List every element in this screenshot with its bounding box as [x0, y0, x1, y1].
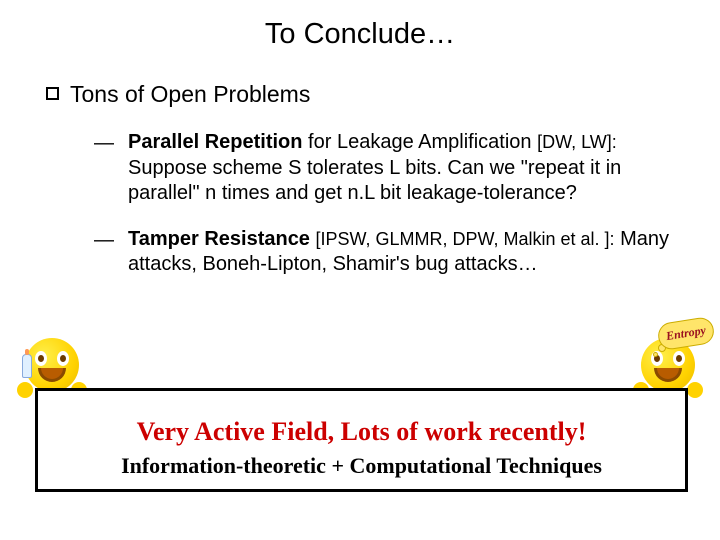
bullet-level1: Tons of Open Problems — [46, 81, 682, 108]
item-2-lead: Tamper Resistance — [128, 228, 310, 250]
bullet-level2-item: — Parallel Repetition for Leakage Amplif… — [94, 130, 682, 207]
dash-bullet-icon: — — [94, 227, 114, 253]
slide-container: To Conclude… Tons of Open Problems — Par… — [0, 0, 720, 540]
thought-text: Entropy — [665, 323, 707, 344]
bullet-level2-item: — Tamper Resistance [IPSW, GLMMR, DPW, M… — [94, 227, 682, 278]
item-2-ref: [IPSW, GLMMR, DPW, Malkin et al. ]: — [316, 229, 615, 249]
thought-bubble: Entropy — [656, 316, 716, 351]
item-1-text: Parallel Repetition for Leakage Amplific… — [128, 130, 682, 207]
thought-dot-icon — [653, 352, 658, 357]
square-bullet-icon — [46, 87, 59, 100]
dash-bullet-icon: — — [94, 130, 114, 156]
callout-line2: Information-theoretic + Computational Te… — [48, 453, 675, 479]
item-1-tail: for Leakage Amplification — [303, 131, 538, 153]
slide-title: To Conclude… — [38, 18, 682, 51]
callout-line1: Very Active Field, Lots of work recently… — [48, 417, 675, 447]
item-1-body: Suppose scheme S tolerates L bits. Can w… — [128, 157, 621, 205]
bottle-icon — [22, 354, 32, 378]
callout-box: Very Active Field, Lots of work recently… — [35, 388, 688, 492]
heading-text: Tons of Open Problems — [70, 81, 310, 108]
item-2-text: Tamper Resistance [IPSW, GLMMR, DPW, Mal… — [128, 227, 682, 278]
item-1-lead: Parallel Repetition — [128, 131, 303, 153]
item-1-ref: [DW, LW]: — [537, 132, 617, 152]
